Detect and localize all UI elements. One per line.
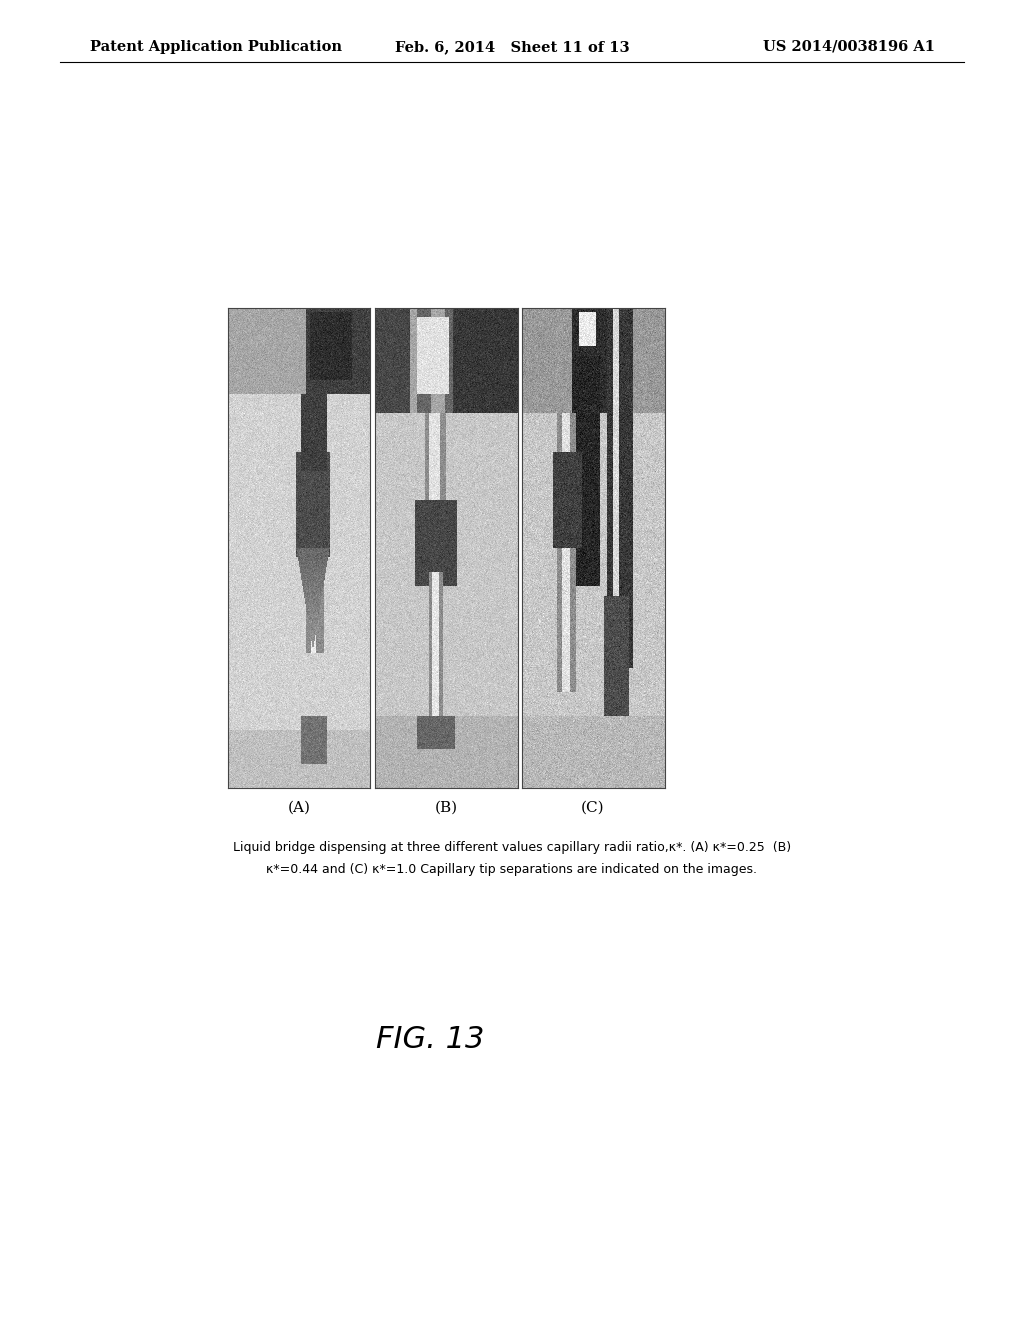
Text: Feb. 6, 2014   Sheet 11 of 13: Feb. 6, 2014 Sheet 11 of 13 [394, 40, 630, 54]
Text: 800 μm: 800 μm [525, 744, 567, 755]
Text: 180 μm: 180 μm [390, 475, 433, 484]
Text: 430 μm: 430 μm [534, 445, 575, 455]
Text: (A): (A) [288, 801, 310, 814]
Text: κ*=0.44 and (C) κ*=1.0 Capillary tip separations are indicated on the images.: κ*=0.44 and (C) κ*=1.0 Capillary tip sep… [266, 863, 758, 876]
Text: (B): (B) [434, 801, 458, 814]
Text: US 2014/0038196 A1: US 2014/0038196 A1 [763, 40, 935, 54]
Text: 800 μm: 800 μm [382, 744, 425, 755]
Text: (C): (C) [582, 801, 605, 814]
Text: Liquid bridge dispensing at three different values capillary radii ratio,κ*. (A): Liquid bridge dispensing at three differ… [232, 842, 792, 854]
Text: Patent Application Publication: Patent Application Publication [90, 40, 342, 54]
Text: FIG. 13: FIG. 13 [376, 1026, 484, 1055]
Text: 800 μm: 800 μm [232, 744, 274, 755]
Text: 330 μm: 330 μm [244, 455, 287, 465]
